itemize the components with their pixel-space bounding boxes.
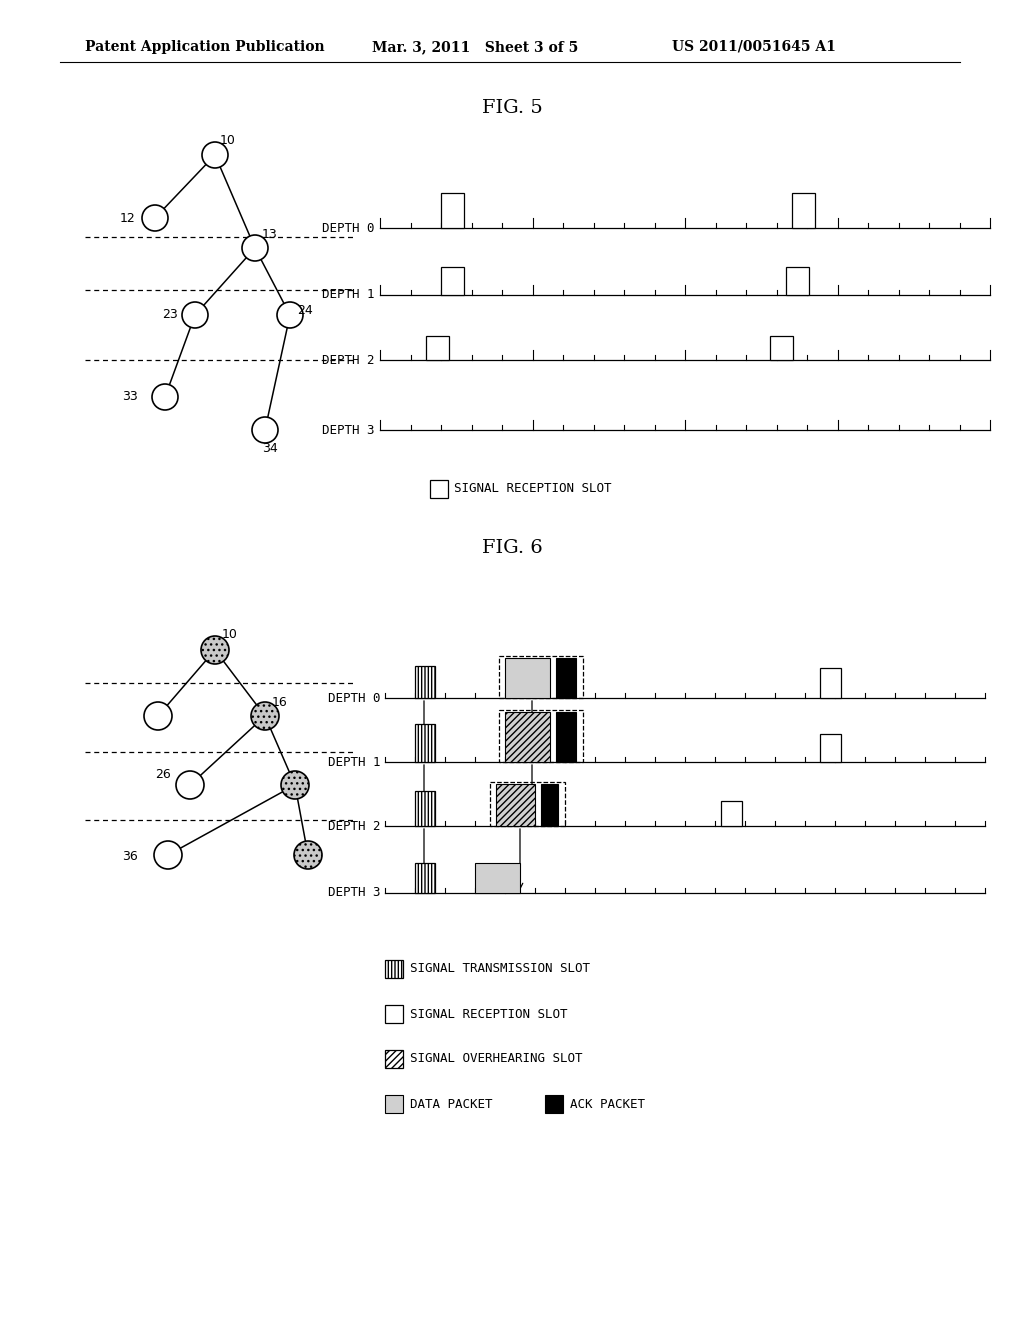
Text: FIG. 6: FIG. 6 [481,539,543,557]
Text: FIG. 5: FIG. 5 [481,99,543,117]
Bar [490,781,565,826]
Bar [385,1005,403,1023]
Circle shape [142,205,168,231]
Bar [415,863,434,894]
Bar [441,267,464,294]
Bar [430,480,449,498]
Circle shape [278,302,303,327]
Text: DEPTH 2: DEPTH 2 [323,354,375,367]
Text: 26: 26 [155,768,171,781]
Text: 10: 10 [222,628,238,642]
Bar [475,863,520,894]
Bar [441,193,464,228]
Text: DATA PACKET: DATA PACKET [410,1097,493,1110]
Text: SIGNAL TRANSMISSION SLOT: SIGNAL TRANSMISSION SLOT [410,962,590,975]
Text: SIGNAL RECEPTION SLOT: SIGNAL RECEPTION SLOT [454,483,611,495]
Text: Patent Application Publication: Patent Application Publication [85,40,325,54]
Text: DEPTH 1: DEPTH 1 [323,289,375,301]
Text: Mar. 3, 2011   Sheet 3 of 5: Mar. 3, 2011 Sheet 3 of 5 [372,40,579,54]
Bar [541,784,557,826]
Bar [785,267,809,294]
Bar [556,711,575,762]
Bar [792,193,815,228]
Text: DEPTH 2: DEPTH 2 [328,820,380,833]
Bar [385,960,403,978]
Text: SIGNAL OVERHEARING SLOT: SIGNAL OVERHEARING SLOT [410,1052,583,1065]
Circle shape [154,841,182,869]
Bar [415,723,434,762]
Text: 10: 10 [220,133,236,147]
Bar [496,784,535,826]
Bar [545,1096,563,1113]
Text: 24: 24 [297,304,312,317]
Bar [499,710,583,762]
Text: 12: 12 [120,211,136,224]
Circle shape [144,702,172,730]
Bar [415,791,434,826]
Circle shape [182,302,208,327]
Bar [505,711,550,762]
Bar [385,1049,403,1068]
Bar [556,657,575,698]
Circle shape [252,417,278,444]
Text: 36: 36 [122,850,138,863]
Text: 34: 34 [262,441,278,454]
Bar [770,337,794,360]
Bar [820,668,841,698]
Text: 16: 16 [272,697,288,710]
Bar [415,667,434,698]
Text: US 2011/0051645 A1: US 2011/0051645 A1 [672,40,836,54]
Circle shape [251,702,279,730]
Circle shape [176,771,204,799]
Text: 33: 33 [122,391,138,404]
Text: 13: 13 [262,228,278,242]
Bar [426,337,449,360]
Bar [721,801,742,826]
Circle shape [281,771,309,799]
Text: DEPTH 1: DEPTH 1 [328,755,380,768]
Bar [385,1096,403,1113]
Text: DEPTH 3: DEPTH 3 [328,887,380,899]
Circle shape [202,143,228,168]
Circle shape [152,384,178,411]
Text: ACK PACKET: ACK PACKET [570,1097,645,1110]
Text: DEPTH 3: DEPTH 3 [323,424,375,437]
Bar [820,734,841,762]
Text: DEPTH 0: DEPTH 0 [328,692,380,705]
Bar [499,656,583,698]
Bar [505,657,550,698]
Text: SIGNAL RECEPTION SLOT: SIGNAL RECEPTION SLOT [410,1007,567,1020]
Circle shape [294,841,322,869]
Text: 23: 23 [162,309,178,322]
Text: DEPTH 0: DEPTH 0 [323,222,375,235]
Circle shape [242,235,268,261]
Circle shape [201,636,229,664]
